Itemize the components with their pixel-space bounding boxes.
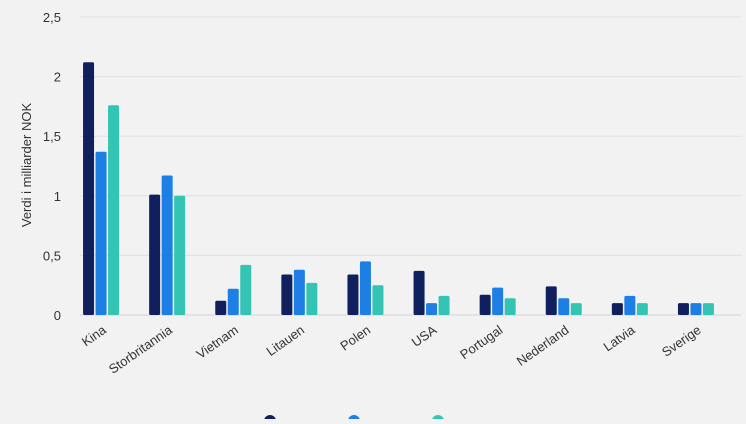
bar (108, 105, 120, 315)
bar (636, 303, 648, 315)
x-tick-label: Polen (337, 322, 373, 353)
bar (504, 298, 516, 315)
legend (264, 415, 444, 424)
x-tick-label: USA (409, 322, 440, 350)
bar (215, 300, 227, 315)
bar (611, 303, 623, 315)
bar (95, 151, 107, 315)
bar (545, 286, 557, 315)
x-tick-label: Portugal (457, 322, 505, 362)
bar (690, 303, 702, 315)
x-tick-label: Vietnam (193, 322, 240, 362)
bar (479, 294, 491, 315)
bar (558, 298, 570, 315)
x-tick-label: Nederland (514, 322, 572, 369)
bar (293, 269, 305, 315)
bar (359, 261, 371, 315)
bar (83, 62, 95, 315)
y-tick-label: 1 (54, 189, 61, 204)
x-tick-label: Sverige (659, 322, 704, 360)
bar (174, 195, 186, 315)
bars (83, 62, 714, 315)
bar (413, 270, 425, 315)
legend-marker (432, 415, 444, 424)
bar (372, 285, 384, 315)
x-tick-label: Latvia (601, 322, 639, 355)
x-tick-label: Kina (79, 322, 110, 350)
bar (438, 295, 450, 315)
y-tick-label: 1,5 (43, 129, 61, 144)
y-axis-label: Verdi i milliarder NOK (19, 103, 34, 228)
bar (702, 303, 714, 315)
bar (227, 288, 239, 315)
y-tick-label: 0,5 (43, 248, 61, 263)
x-tick-label: Storbritannia (106, 322, 176, 377)
y-tick-label: 2,5 (43, 10, 61, 25)
bar (240, 264, 252, 315)
legend-marker (348, 415, 360, 424)
bar (149, 194, 161, 315)
bar (570, 303, 582, 315)
y-tick-label: 0 (54, 308, 61, 323)
bar (492, 287, 504, 315)
y-tick-label: 2 (54, 70, 61, 85)
bar (306, 282, 318, 315)
bar (677, 303, 689, 315)
x-tick-label: Litauen (264, 322, 308, 359)
legend-marker (264, 415, 276, 424)
bar (161, 175, 173, 315)
bar (347, 274, 359, 315)
y-axis-ticks: 0 0,5 1 1,5 2 2,5 (43, 10, 61, 323)
bar (624, 295, 636, 315)
bar (426, 303, 438, 315)
bar (281, 274, 293, 315)
